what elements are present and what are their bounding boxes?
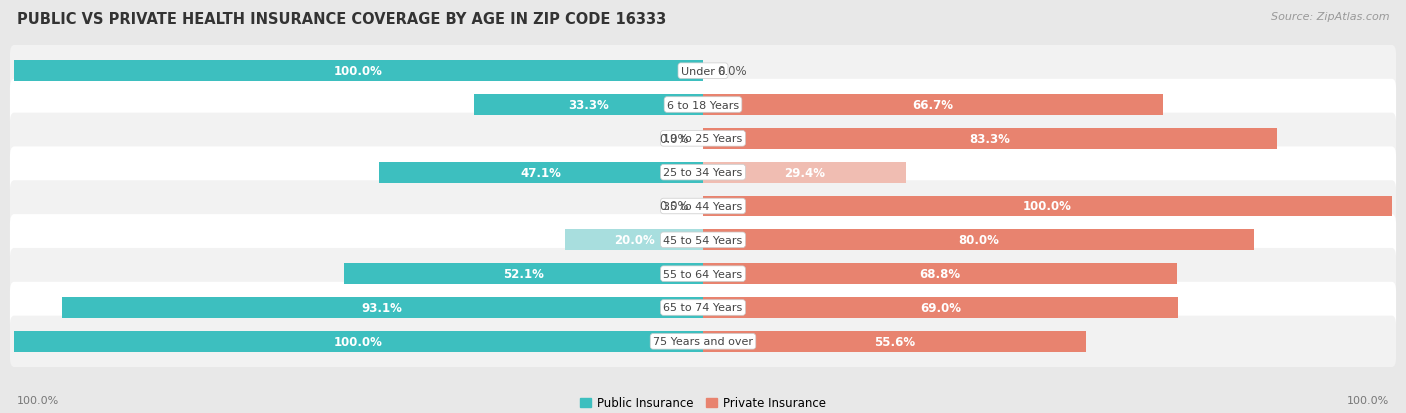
Bar (703, 331, 1085, 352)
FancyBboxPatch shape (10, 248, 1396, 300)
Text: 65 to 74 Years: 65 to 74 Years (664, 303, 742, 313)
FancyBboxPatch shape (10, 46, 1396, 97)
Text: 25 to 34 Years: 25 to 34 Years (664, 168, 742, 178)
Text: 35 to 44 Years: 35 to 44 Years (664, 202, 742, 211)
Text: 0.0%: 0.0% (659, 133, 689, 145)
Text: 100.0%: 100.0% (1347, 395, 1389, 405)
Bar (62, 297, 703, 318)
Text: 55.6%: 55.6% (875, 335, 915, 348)
Text: 100.0%: 100.0% (17, 395, 59, 405)
Text: 93.1%: 93.1% (361, 301, 402, 314)
Text: 47.1%: 47.1% (520, 166, 561, 179)
Legend: Public Insurance, Private Insurance: Public Insurance, Private Insurance (575, 392, 831, 413)
Bar (14, 61, 703, 82)
Text: 33.3%: 33.3% (568, 99, 609, 112)
FancyBboxPatch shape (10, 282, 1396, 333)
Text: 80.0%: 80.0% (957, 234, 1000, 247)
Text: 20.0%: 20.0% (614, 234, 654, 247)
Bar (703, 95, 1163, 116)
Bar (703, 297, 1178, 318)
FancyBboxPatch shape (10, 113, 1396, 165)
Bar (378, 162, 703, 183)
FancyBboxPatch shape (10, 181, 1396, 232)
Text: 52.1%: 52.1% (503, 268, 544, 280)
Text: 68.8%: 68.8% (920, 268, 960, 280)
FancyBboxPatch shape (10, 80, 1396, 131)
Text: 100.0%: 100.0% (1024, 200, 1071, 213)
Text: 6 to 18 Years: 6 to 18 Years (666, 100, 740, 110)
Text: 66.7%: 66.7% (912, 99, 953, 112)
Text: 0.0%: 0.0% (659, 200, 689, 213)
Text: 29.4%: 29.4% (783, 166, 825, 179)
Bar (703, 128, 1277, 150)
Bar (474, 95, 703, 116)
Bar (703, 263, 1177, 285)
FancyBboxPatch shape (10, 147, 1396, 198)
Text: 0.0%: 0.0% (717, 65, 747, 78)
Text: 100.0%: 100.0% (335, 65, 382, 78)
Text: 100.0%: 100.0% (335, 335, 382, 348)
Text: Under 6: Under 6 (681, 66, 725, 76)
Text: 45 to 54 Years: 45 to 54 Years (664, 235, 742, 245)
FancyBboxPatch shape (10, 215, 1396, 266)
Text: Source: ZipAtlas.com: Source: ZipAtlas.com (1271, 12, 1389, 22)
Bar (703, 230, 1254, 251)
Bar (703, 162, 905, 183)
Bar (14, 331, 703, 352)
Text: 83.3%: 83.3% (970, 133, 1011, 145)
Bar (565, 230, 703, 251)
Text: PUBLIC VS PRIVATE HEALTH INSURANCE COVERAGE BY AGE IN ZIP CODE 16333: PUBLIC VS PRIVATE HEALTH INSURANCE COVER… (17, 12, 666, 27)
FancyBboxPatch shape (10, 316, 1396, 367)
Bar (344, 263, 703, 285)
Text: 19 to 25 Years: 19 to 25 Years (664, 134, 742, 144)
Text: 75 Years and over: 75 Years and over (652, 337, 754, 347)
Text: 69.0%: 69.0% (920, 301, 962, 314)
Text: 55 to 64 Years: 55 to 64 Years (664, 269, 742, 279)
Bar (703, 196, 1392, 217)
